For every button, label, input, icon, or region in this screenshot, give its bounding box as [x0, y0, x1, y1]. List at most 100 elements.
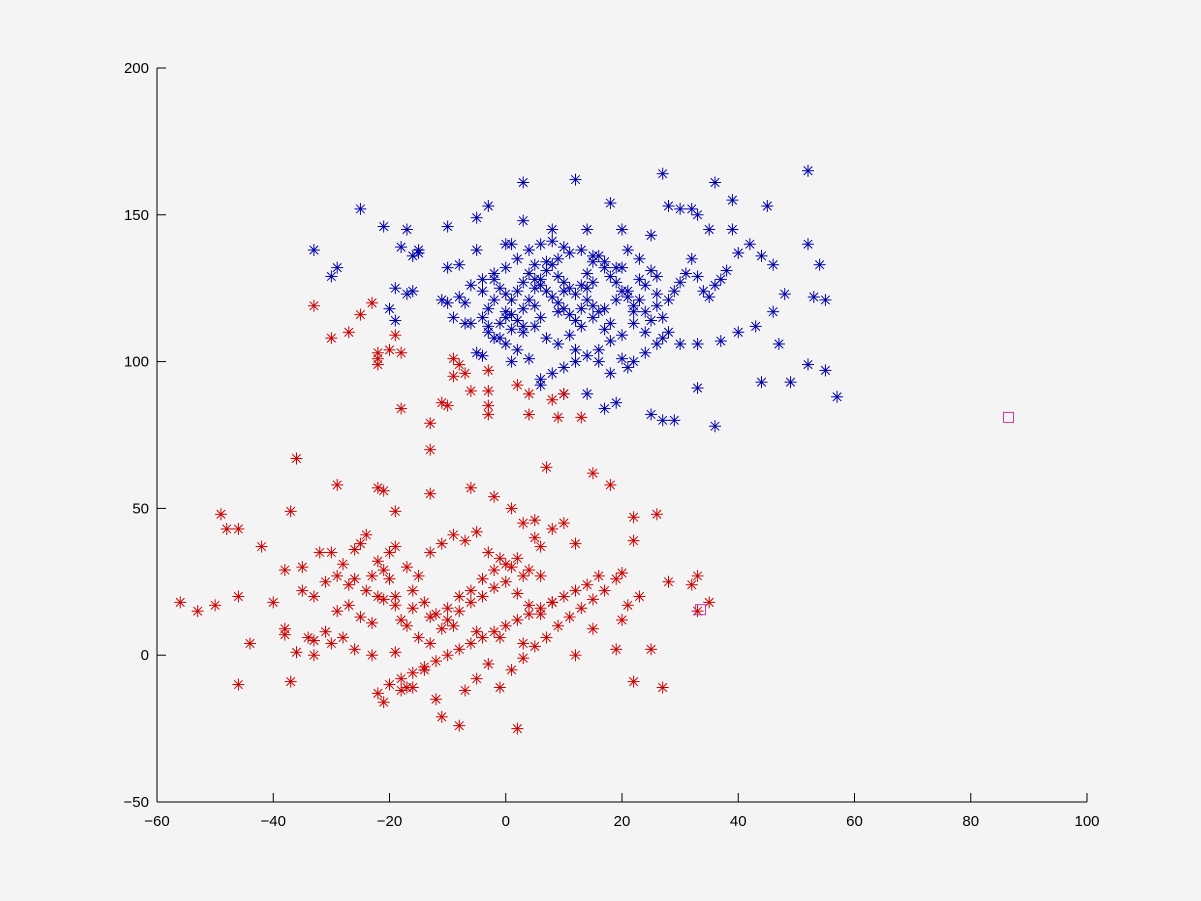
- scatter-point: [493, 681, 506, 694]
- scatter-point: [517, 637, 530, 650]
- scatter-point: [331, 261, 344, 274]
- scatter-point: [552, 411, 565, 424]
- scatter-point: [802, 164, 814, 177]
- scatter-point: [517, 302, 530, 315]
- scatter-point: [383, 678, 396, 691]
- scatter-point: [540, 461, 553, 474]
- scatter-point: [493, 282, 506, 295]
- scatter-point: [464, 596, 477, 609]
- scatter-point: [499, 238, 512, 251]
- scatter-point: [546, 235, 559, 248]
- scatter-point: [331, 569, 344, 582]
- scatter-point: [802, 238, 814, 251]
- scatter-point: [453, 605, 466, 618]
- scatter-point: [464, 279, 477, 292]
- scatter-point: [337, 558, 349, 571]
- scatter-point: [459, 684, 472, 697]
- scatter-point: [476, 285, 489, 298]
- scatter-point: [476, 349, 489, 362]
- scatter-point: [645, 408, 658, 421]
- scatter-point: [232, 678, 245, 691]
- scatter-point: [325, 546, 338, 559]
- scatter-point: [575, 302, 588, 315]
- scatter-point: [575, 602, 588, 615]
- scatter-point: [430, 655, 442, 668]
- scatter-point: [575, 411, 588, 424]
- scatter-point: [726, 223, 739, 236]
- scatter-point: [319, 625, 332, 638]
- scatter-point: [662, 575, 675, 588]
- scatter-point: [267, 596, 280, 609]
- scatter-point: [656, 167, 669, 180]
- x-tick-label: −60: [144, 813, 169, 830]
- scatter-point: [209, 599, 222, 612]
- scatter-point: [621, 244, 634, 257]
- scatter-point: [418, 660, 431, 673]
- scatter-point: [511, 343, 524, 356]
- scatter-point: [592, 343, 605, 356]
- scatter-point: [441, 649, 454, 662]
- scatter-point: [674, 337, 687, 350]
- scatter-point: [342, 599, 355, 612]
- scatter-point: [377, 564, 390, 577]
- scatter-point: [557, 517, 570, 530]
- scatter-point: [470, 625, 483, 638]
- scatter-point: [342, 326, 355, 339]
- scatter-point: [348, 572, 361, 585]
- scatter-point: [319, 575, 332, 588]
- scatter-point: [569, 355, 582, 368]
- scatter-point: [633, 252, 646, 265]
- scatter-point: [569, 173, 582, 186]
- scatter-point: [499, 619, 512, 632]
- scatter-point: [441, 296, 454, 309]
- scatter-point: [627, 534, 640, 547]
- scatter-point: [528, 320, 541, 333]
- scatter-point: [191, 605, 204, 618]
- scatter-point: [447, 528, 460, 541]
- scatter-point: [395, 241, 408, 254]
- scatter-point: [278, 628, 291, 641]
- scatter-point: [627, 317, 640, 330]
- scatter-point: [645, 643, 658, 656]
- scatter-point: [371, 358, 384, 371]
- scatter-point: [470, 346, 483, 359]
- scatter-point: [523, 608, 535, 621]
- scatter-point: [313, 546, 326, 559]
- x-tick-label: 0: [502, 813, 510, 830]
- scatter-point: [383, 343, 396, 356]
- scatter-point: [557, 387, 570, 400]
- scatter-point: [435, 537, 448, 550]
- scatter-point: [482, 364, 495, 377]
- scatter-point: [633, 590, 646, 603]
- scatter-point: [552, 305, 565, 318]
- scatter-point: [307, 590, 320, 603]
- scatter-point: [447, 352, 460, 365]
- scatter-point: [406, 602, 419, 615]
- scatter-point: [586, 276, 599, 289]
- scatter-point: [679, 267, 692, 280]
- scatter-point: [453, 358, 466, 371]
- scatter-point: [499, 337, 512, 350]
- scatter-point: [639, 326, 652, 339]
- scatter-point: [755, 376, 768, 389]
- scatter-point: [470, 211, 483, 224]
- scatter-point: [761, 199, 774, 212]
- scatter-point: [528, 514, 541, 527]
- scatter-point: [621, 285, 634, 298]
- scatter-point: [598, 402, 611, 415]
- scatter-point: [703, 291, 716, 304]
- scatter-point: [418, 596, 431, 609]
- scatter-point: [337, 631, 349, 644]
- y-tick-label: −50: [124, 794, 149, 811]
- scatter-point: [581, 349, 594, 362]
- scatter-point: [616, 223, 628, 236]
- scatter-point: [709, 176, 721, 189]
- scatter-point: [732, 326, 745, 339]
- scatter-point: [586, 593, 599, 606]
- scatter-point: [488, 490, 501, 503]
- scatter-point: [366, 649, 379, 662]
- scatter-point: [493, 631, 506, 644]
- scatter-point: [581, 387, 594, 400]
- scatter-point: [284, 505, 297, 518]
- scatter-point: [674, 202, 687, 215]
